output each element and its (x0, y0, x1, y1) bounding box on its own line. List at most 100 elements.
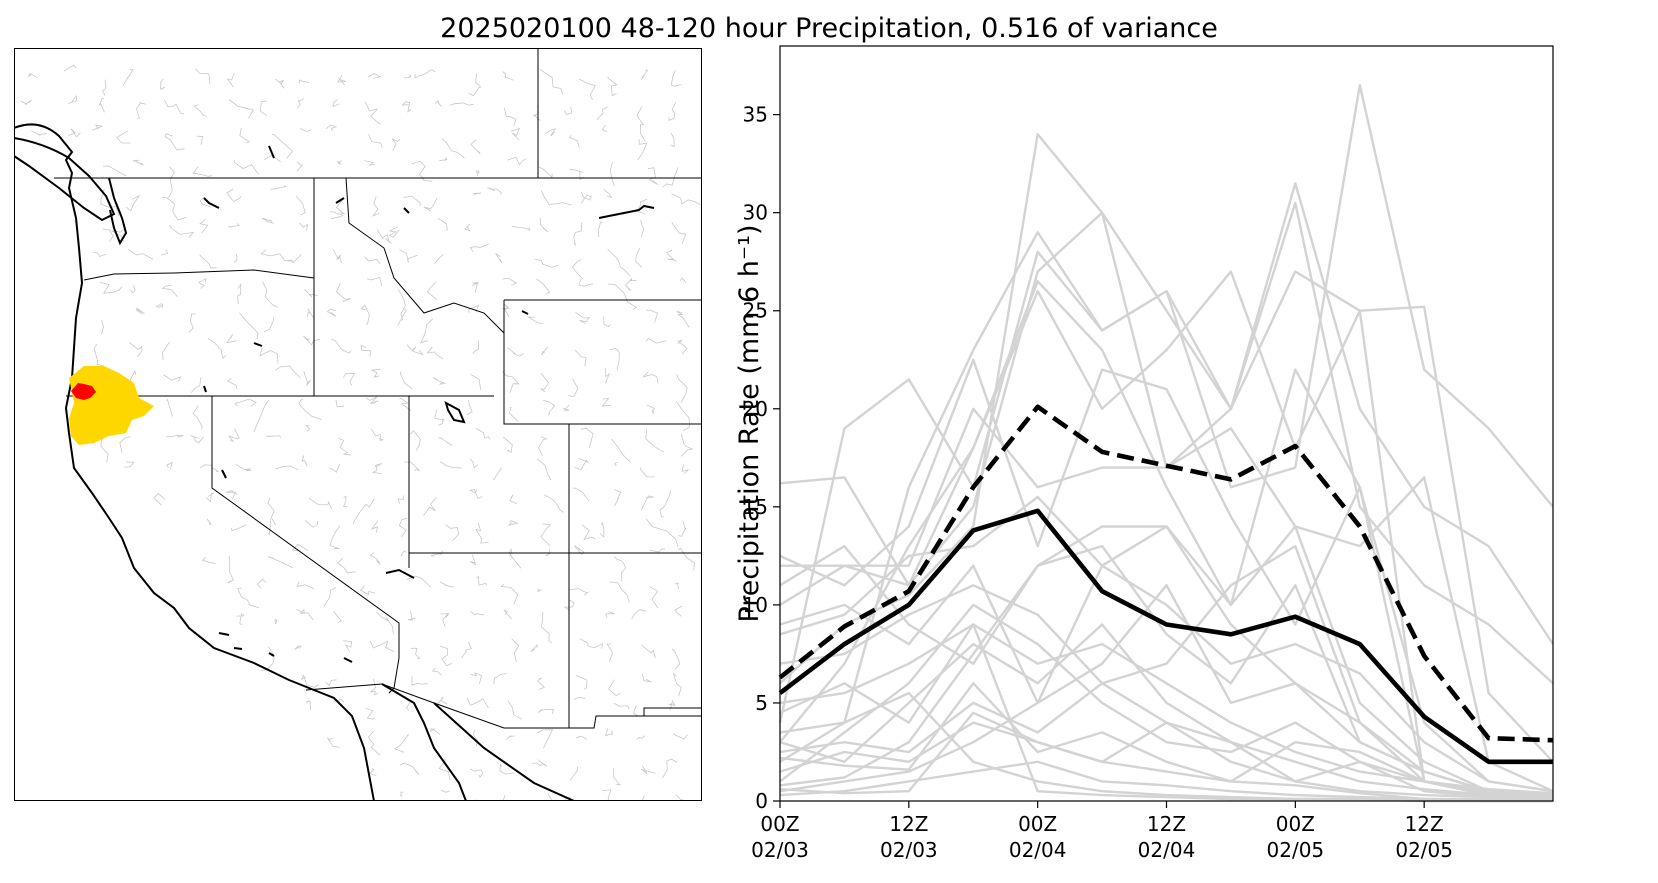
basin-boundary-line (537, 677, 545, 690)
basin-boundary-line (190, 435, 204, 444)
basin-boundary-line (659, 490, 671, 518)
basin-boundary-line (637, 139, 648, 161)
basin-boundary-line (493, 467, 503, 481)
basin-boundary-line (440, 581, 454, 588)
basin-boundary-line (471, 282, 479, 293)
basin-boundary-line (162, 342, 170, 360)
basin-boundary-line (599, 521, 605, 538)
basin-boundary-line (470, 139, 481, 155)
basin-boundary-line (338, 437, 352, 456)
basin-boundary-line (662, 167, 679, 188)
basin-boundary-line (263, 317, 274, 333)
ensemble-members (778, 83, 1555, 803)
basin-boundary-line (510, 127, 521, 141)
x-tick-label-time: 00Z (760, 812, 799, 836)
basin-boundary-line (368, 133, 383, 148)
basin-boundary-line (596, 106, 609, 121)
x-tick-label-date: 02/03 (880, 838, 938, 862)
basin-boundary-line (502, 436, 513, 454)
lake-tahoe (221, 469, 227, 479)
basin-boundary-line (168, 166, 175, 199)
basin-boundary-line (571, 259, 584, 280)
y-tick-label: 30 (743, 201, 768, 225)
basin-boundary-line (493, 673, 507, 685)
basin-boundary-line (401, 101, 412, 113)
basin-boundary-line (399, 397, 412, 412)
member-line-22 (779, 760, 1553, 803)
basin-boundary-line (93, 251, 107, 257)
basin-boundary-line (503, 609, 512, 620)
basin-boundary-line (613, 767, 622, 786)
basin-boundary-line (569, 588, 589, 596)
basin-boundary-line (677, 339, 688, 355)
basin-boundary-line (646, 309, 659, 323)
basin-boundary-line (543, 494, 564, 513)
basin-boundary-line (671, 193, 701, 206)
basin-boundary-line (336, 283, 352, 303)
basin-boundary-line (475, 169, 480, 176)
basin-boundary-line (675, 401, 691, 432)
member-line-7 (779, 280, 1554, 793)
y-axis-ticks: 0 5 10 15 20 25 30 35 (743, 103, 780, 813)
basin-boundary-line (614, 461, 618, 466)
basin-boundary-line (407, 611, 416, 621)
basin-boundary-line (609, 347, 620, 371)
basin-boundary-line (376, 612, 394, 635)
basin-boundary-line (235, 464, 252, 472)
basin-boundary-line (671, 648, 681, 670)
basin-boundary-line (296, 98, 304, 109)
basin-boundary-line (434, 409, 445, 426)
basin-boundary-line (438, 437, 453, 446)
x-tick-label-date: 02/04 (1138, 838, 1196, 862)
basin-boundary-line (231, 524, 247, 532)
basin-boundary-line (193, 104, 207, 117)
basin-boundary-line (237, 283, 242, 305)
basin-boundary-line (500, 583, 519, 605)
basin-boundary-line (640, 220, 645, 238)
basin-boundary-line (236, 613, 245, 626)
basin-boundary-line (192, 166, 213, 177)
basin-boundary-line (226, 377, 238, 390)
basin-boundary-line (161, 249, 169, 256)
basin-boundary-line (308, 497, 332, 509)
basin-boundary-line (672, 732, 688, 740)
basin-boundary-line (578, 278, 593, 287)
basin-boundary-line (332, 99, 340, 108)
basin-boundary-line (199, 196, 211, 207)
basin-boundary-line (641, 644, 656, 659)
basin-boundary-line (466, 697, 489, 709)
basin-boundary-line (539, 218, 549, 233)
basin-boundary-line (303, 370, 312, 386)
map-frame (14, 48, 702, 801)
basin-boundary-line (399, 249, 418, 263)
border-wyoming (503, 299, 702, 425)
basin-boundary-line (539, 373, 549, 393)
basin-boundary-line (155, 303, 164, 309)
basin-boundary-line (575, 735, 587, 740)
basin-boundary-line (439, 157, 448, 162)
basin-boundary-line (636, 106, 646, 142)
basin-boundary-line (364, 256, 381, 265)
basin-boundary-line (676, 311, 690, 328)
basin-boundary-line (502, 371, 520, 393)
member-line-9 (779, 358, 1554, 799)
basin-boundary-line (433, 377, 447, 385)
basin-boundary-line (572, 487, 590, 502)
basin-boundary-line (476, 575, 488, 586)
basin-boundary-line (540, 523, 552, 547)
y-tick-label: 10 (743, 593, 768, 617)
basin-boundary-line (329, 525, 341, 550)
basin-boundary-line (536, 729, 554, 749)
basin-boundary-line (397, 288, 406, 321)
border-idaho-montana (345, 177, 505, 334)
basin-boundary-line (294, 645, 302, 650)
basin-boundary-line (437, 217, 448, 231)
basin-boundary-line (539, 69, 563, 95)
basin-boundary-line (449, 102, 474, 106)
basin-boundary-line (166, 434, 184, 438)
y-tick-label: 35 (743, 103, 768, 127)
basin-boundary-line (360, 344, 372, 357)
basin-boundary-line (614, 556, 627, 582)
basin-boundary-line (404, 461, 420, 472)
basin-boundary-line (642, 371, 659, 384)
